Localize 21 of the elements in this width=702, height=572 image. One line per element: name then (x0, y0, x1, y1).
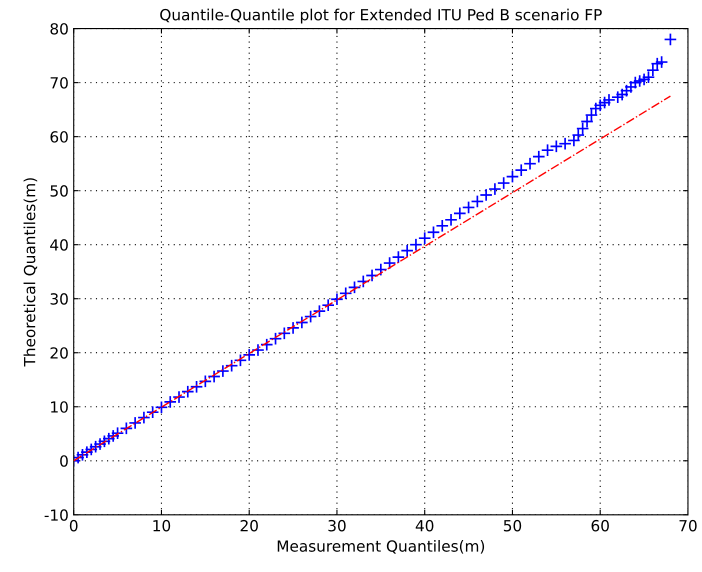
y-tick-label: -10 (44, 509, 68, 521)
x-tick-label: 70 (679, 520, 697, 532)
y-tick-label: 80 (50, 23, 68, 35)
y-tick-label: 40 (50, 239, 68, 251)
y-tick-label: 30 (50, 293, 68, 305)
x-tick-label: 10 (153, 520, 170, 532)
y-axis-title: Theoretical Quantiles(m) (24, 178, 38, 367)
y-tick-label: 0 (60, 455, 68, 467)
x-tick-label: 40 (416, 520, 434, 532)
y-tick-label: 20 (50, 347, 68, 359)
y-tick-label: 50 (50, 185, 68, 197)
x-tick-label: 50 (504, 520, 522, 532)
x-tick-label: 30 (328, 520, 346, 532)
x-axis-title: Measurement Quantiles(m) (278, 540, 484, 554)
x-tick-label: 0 (70, 520, 78, 532)
y-tick-label: 70 (50, 77, 68, 89)
chart-title: Quantile-Quantile plot for Extended ITU Ped B scenario FP (160, 8, 602, 24)
x-tick-label: 20 (240, 520, 258, 532)
x-tick-label: 60 (592, 520, 609, 532)
y-tick-label: 10 (51, 401, 68, 413)
y-tick-label: 60 (50, 131, 68, 143)
